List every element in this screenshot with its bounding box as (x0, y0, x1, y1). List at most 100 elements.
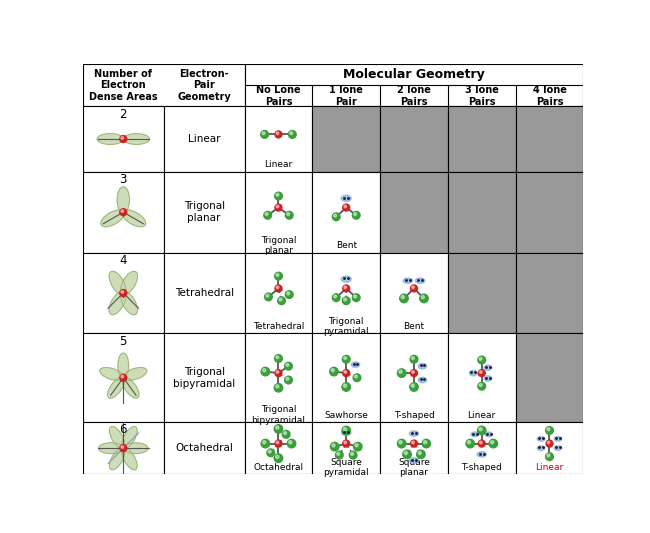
Ellipse shape (418, 364, 426, 369)
Ellipse shape (109, 426, 125, 449)
Text: 4: 4 (120, 254, 127, 267)
Ellipse shape (484, 365, 492, 370)
Circle shape (411, 384, 415, 387)
Circle shape (547, 441, 550, 444)
Circle shape (343, 356, 350, 363)
Ellipse shape (122, 377, 139, 398)
Circle shape (276, 193, 279, 196)
Bar (164, 253, 244, 334)
Circle shape (352, 294, 360, 302)
Text: Sawhorse: Sawhorse (324, 410, 368, 419)
Circle shape (479, 427, 482, 431)
Circle shape (121, 375, 124, 378)
Ellipse shape (117, 187, 129, 213)
Ellipse shape (101, 210, 124, 227)
Circle shape (349, 451, 357, 459)
Text: Molecular Geometry: Molecular Geometry (343, 68, 485, 81)
Circle shape (547, 454, 550, 457)
Circle shape (354, 295, 357, 298)
Circle shape (120, 445, 127, 451)
Ellipse shape (554, 446, 562, 450)
Circle shape (266, 294, 269, 297)
Text: Number of
Electron
Dense Areas: Number of Electron Dense Areas (89, 69, 157, 102)
Circle shape (276, 441, 279, 444)
Circle shape (404, 451, 408, 455)
Circle shape (283, 432, 287, 434)
Circle shape (343, 204, 350, 211)
Bar (83, 253, 164, 334)
Text: Tetrahedral: Tetrahedral (175, 288, 234, 298)
Circle shape (545, 453, 553, 461)
Bar (448, 106, 515, 172)
Circle shape (289, 441, 292, 444)
Circle shape (344, 286, 346, 289)
Circle shape (274, 454, 283, 463)
Circle shape (332, 294, 340, 302)
Text: Linear: Linear (265, 160, 292, 169)
Circle shape (290, 132, 292, 135)
Ellipse shape (121, 292, 138, 315)
Circle shape (121, 290, 124, 293)
Ellipse shape (342, 430, 351, 435)
Circle shape (354, 213, 357, 215)
Circle shape (411, 286, 414, 289)
Circle shape (344, 205, 346, 208)
Circle shape (263, 441, 266, 444)
Circle shape (268, 450, 271, 453)
Ellipse shape (537, 446, 545, 450)
Circle shape (285, 290, 293, 298)
Circle shape (411, 370, 417, 377)
Ellipse shape (109, 271, 126, 295)
Circle shape (275, 370, 282, 377)
Circle shape (478, 440, 485, 447)
Circle shape (546, 440, 553, 447)
Circle shape (343, 427, 346, 431)
Ellipse shape (122, 210, 146, 227)
Circle shape (401, 295, 404, 298)
Circle shape (352, 212, 360, 219)
Circle shape (400, 294, 408, 303)
Circle shape (343, 370, 350, 377)
Text: 6: 6 (120, 423, 127, 436)
Circle shape (120, 209, 127, 216)
Circle shape (410, 356, 418, 363)
Circle shape (332, 213, 340, 221)
Text: T-shaped: T-shaped (462, 463, 502, 472)
Circle shape (411, 357, 414, 359)
Ellipse shape (124, 443, 148, 454)
Circle shape (121, 210, 124, 212)
Circle shape (333, 214, 337, 217)
Circle shape (276, 426, 279, 429)
Circle shape (275, 440, 282, 447)
Ellipse shape (121, 271, 138, 295)
Circle shape (275, 285, 282, 292)
Text: Square
planar: Square planar (398, 458, 430, 477)
Circle shape (274, 384, 283, 392)
Bar (515, 334, 584, 422)
Bar (164, 334, 244, 422)
Circle shape (286, 377, 289, 380)
Bar (380, 334, 448, 422)
Circle shape (422, 439, 430, 448)
Text: Trigonal
planar: Trigonal planar (261, 236, 296, 255)
Circle shape (276, 455, 279, 458)
Circle shape (275, 204, 282, 211)
Bar (244, 334, 313, 422)
Circle shape (275, 131, 282, 138)
Bar (164, 172, 244, 253)
Circle shape (274, 354, 282, 362)
Bar (313, 172, 380, 253)
Ellipse shape (122, 426, 137, 449)
Circle shape (466, 439, 474, 448)
Circle shape (276, 286, 279, 289)
Circle shape (265, 293, 272, 301)
Circle shape (265, 213, 268, 215)
Circle shape (343, 297, 350, 304)
Circle shape (276, 370, 279, 373)
Circle shape (480, 370, 482, 373)
Text: 5: 5 (120, 335, 127, 348)
Circle shape (417, 450, 425, 458)
Ellipse shape (99, 368, 124, 381)
Bar (83, 422, 164, 474)
Circle shape (411, 285, 417, 292)
